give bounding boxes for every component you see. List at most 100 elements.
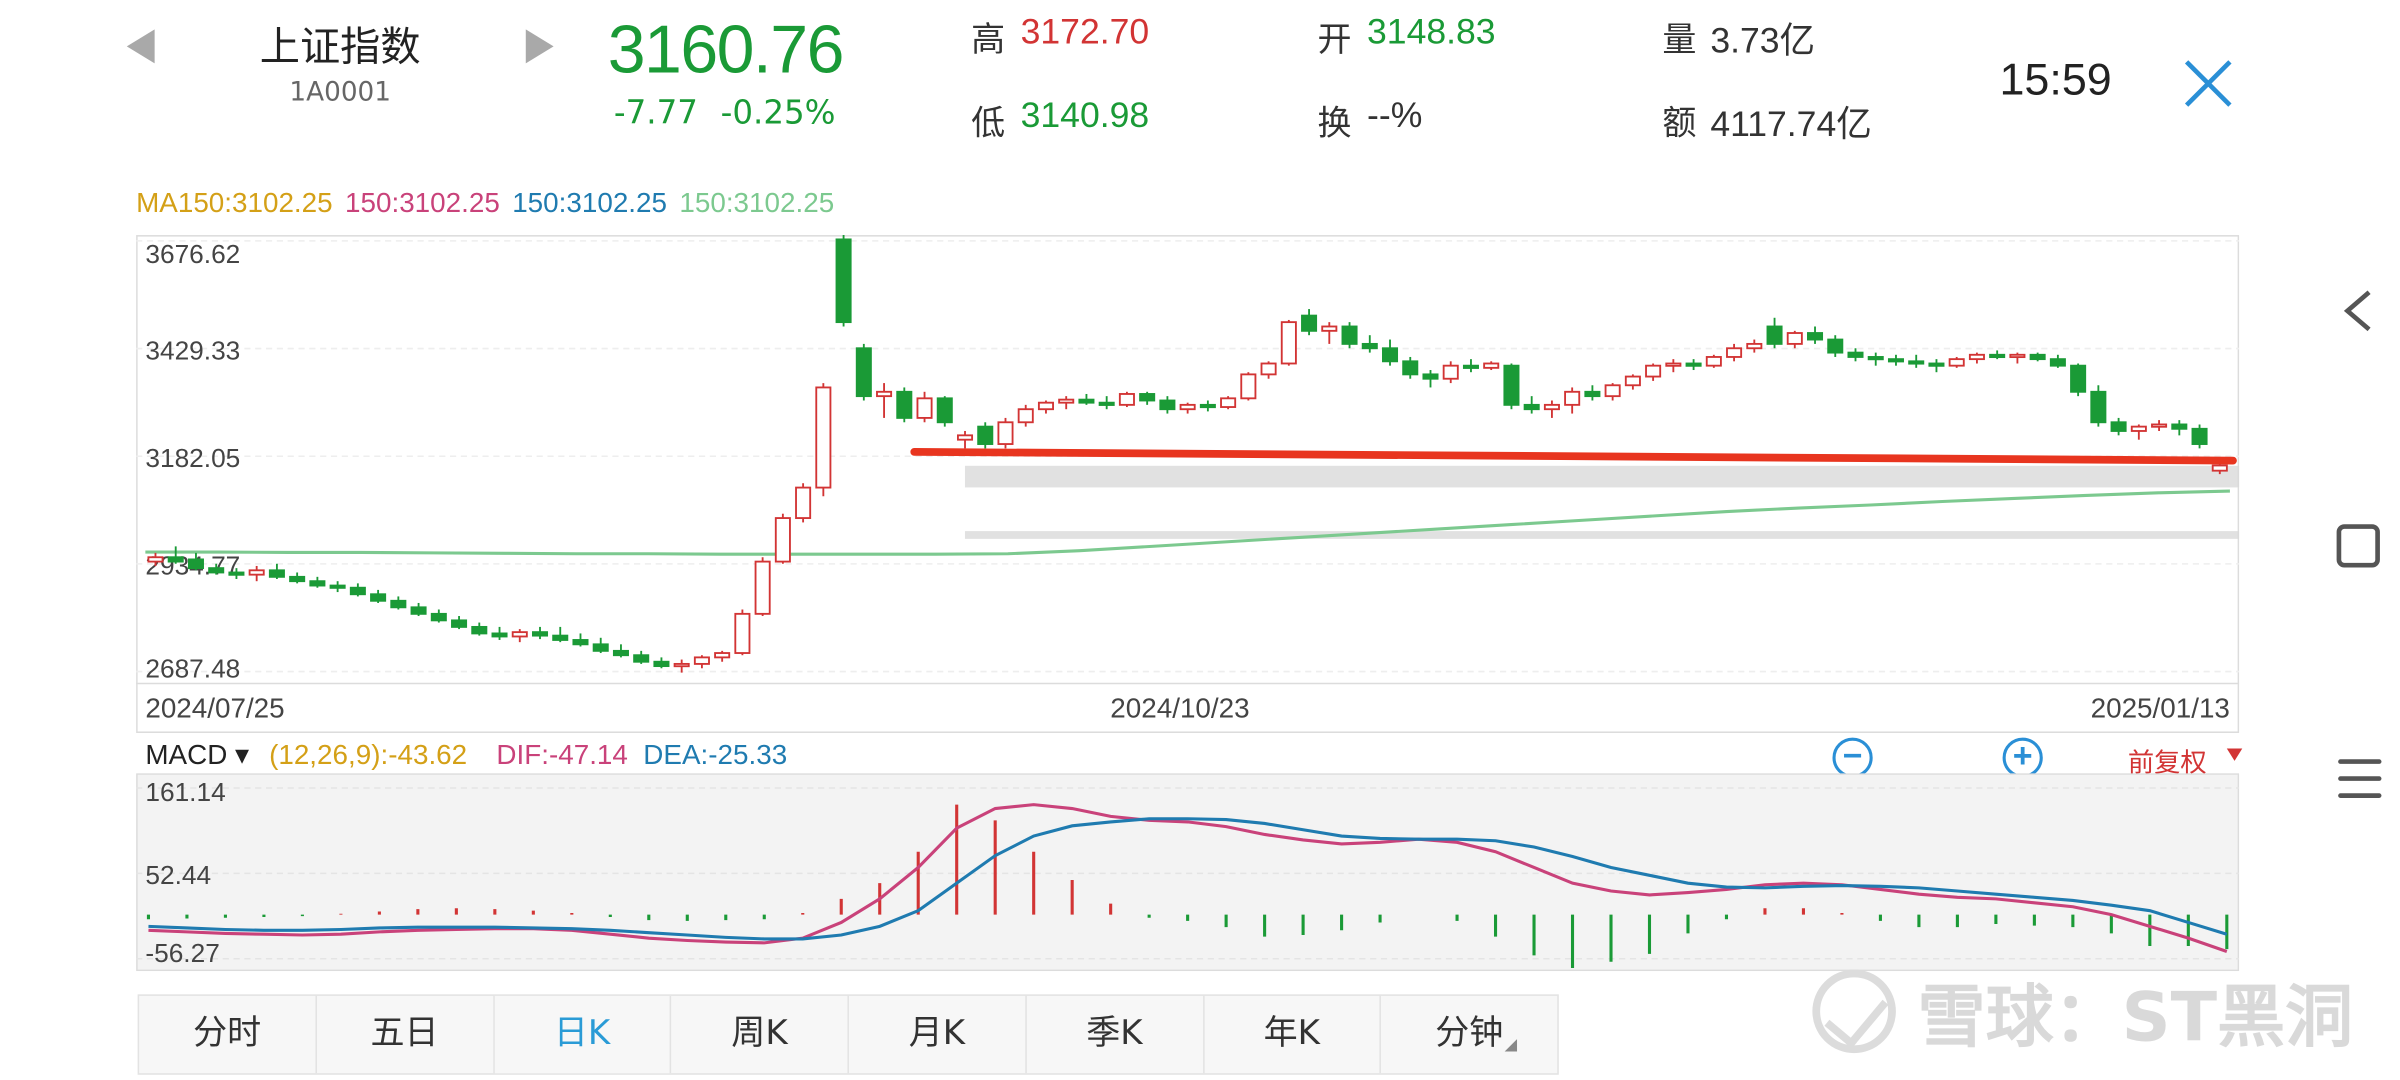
candle-body [1645,364,1662,378]
ma-legend-4: 150:3102.25 [679,187,835,219]
candle-body [2171,423,2188,430]
candle-body [268,569,285,578]
close-icon[interactable] [2180,56,2236,112]
candle-body [2151,423,2168,428]
candle-body [1199,403,1216,409]
turnover-value: --% [1367,94,1423,135]
candle-body [1827,338,1844,354]
candle-body [876,390,893,398]
watermark-text: 雪球：ST黑洞 [1917,978,2354,1058]
recents-nav-icon[interactable] [2338,759,2382,805]
candle-body [835,238,852,324]
zoom-in-icon[interactable]: + [2002,737,2043,778]
candle-body [1037,401,1054,411]
tab-quarterly-k[interactable]: 季K [1026,995,1204,1074]
watermark: 雪球：ST黑洞 [1812,962,2353,1061]
candle-body [2130,425,2147,432]
candle-body [1483,362,1500,369]
candle-body [1604,384,1621,398]
candle-body [1159,399,1176,411]
candle-body [795,486,812,519]
indicator-select[interactable]: MACD ▾ [145,739,250,771]
macd-header: MACD ▾ (12,26,9):-43.62 DIF:-47.14 DEA:-… [136,737,2243,778]
turnover-label: 换 [1317,105,1352,144]
candle-body [167,556,184,563]
x-tick-label: 2025/01/13 [2091,693,2230,724]
support-trendline [910,448,2237,465]
candle-body [2070,364,2087,393]
volume-value: 3.73亿 [1710,20,1816,61]
high-value: 3172.70 [1020,10,1150,52]
kline-chart[interactable]: 3676.623429.333182.052934.772687.482024/… [136,235,2240,733]
adjust-select[interactable]: 前复权 [2127,748,2207,778]
macd-dif-value: DIF:-47.14 [496,739,628,771]
stock-name: 上证指数 [259,24,421,72]
home-nav-icon[interactable] [2336,524,2380,568]
candle-body [471,625,488,635]
candle-body [1766,325,1783,345]
tab-five-day[interactable]: 五日 [317,995,495,1074]
xueqiu-logo-icon [1812,969,1896,1054]
candle-body [1665,362,1682,367]
candle-body [1887,358,1904,363]
candle-body [1908,360,1925,365]
tab-weekly-k[interactable]: 周K [672,995,849,1074]
tab-monthly-k[interactable]: 月K [849,995,1027,1074]
dif-line [148,803,2228,953]
candle-body [1179,403,1196,411]
candle-body [1726,347,1743,358]
candle-body [754,560,771,615]
x-tick-label: 2024/10/23 [1110,693,1249,724]
candle-body [1543,403,1560,411]
zoom-out-icon[interactable]: − [1832,737,1873,778]
amount-value: 4117.74亿 [1710,103,1872,144]
candle-body [1786,332,1803,345]
candle-body [1098,401,1115,406]
candle-body [2110,421,2127,432]
volume-label: 量 [1662,21,1697,61]
tab-daily-k[interactable]: 日K [494,995,672,1074]
candle-body [329,584,346,589]
macd-chart[interactable]: 161.14 52.44 -56.27 [136,773,2240,972]
next-stock-icon[interactable] [525,29,554,64]
candle-body [1301,314,1318,332]
period-tabs: 分时 五日 日K 周K 月K 季K 年K 分钟 [137,994,1559,1075]
candle-body [1948,358,1965,367]
macd-y-tick-label: 161.14 [145,777,225,807]
candle-body [653,660,670,668]
candle-body [1928,362,1945,367]
candle-body [2090,390,2107,424]
candle-body [977,425,994,445]
ma-legend: MA150:3102.25 150:3102.25 150:3102.25 150:3… [136,187,846,219]
price-change: -7.77 -0.25% [613,94,836,132]
candle-body [633,654,650,663]
candle-body [1584,390,1601,398]
candle-body [1078,398,1095,404]
tab-minute[interactable]: 分钟 [1381,996,1557,1073]
candle-body [147,556,164,563]
y-tick-label: 3676.62 [145,239,240,269]
prev-stock-icon[interactable] [126,29,155,64]
low-value: 3140.98 [1020,94,1150,135]
candle-body [289,575,306,583]
candle-body [208,567,225,574]
tab-minute-label: 分钟 [1435,1014,1504,1054]
candle-body [957,434,974,441]
candle-body [2049,358,2066,367]
candle-body [1422,373,1439,380]
last-price: 3160.76 [607,12,845,89]
tab-intraday[interactable]: 分时 [139,995,317,1074]
open-value: 3148.83 [1367,10,1496,52]
low-label: 低 [971,105,1006,144]
y-tick-label: 3182.05 [145,443,240,473]
candle-body [1989,353,2006,359]
back-nav-icon[interactable] [2338,288,2378,334]
macd-frame [136,773,2240,972]
candle-body [693,656,710,665]
adjust-dropdown-icon[interactable] [2226,748,2243,761]
candle-body [592,643,609,652]
candle-body [430,612,447,622]
dea-line [148,817,2228,941]
tab-yearly-k[interactable]: 年K [1204,995,1382,1074]
